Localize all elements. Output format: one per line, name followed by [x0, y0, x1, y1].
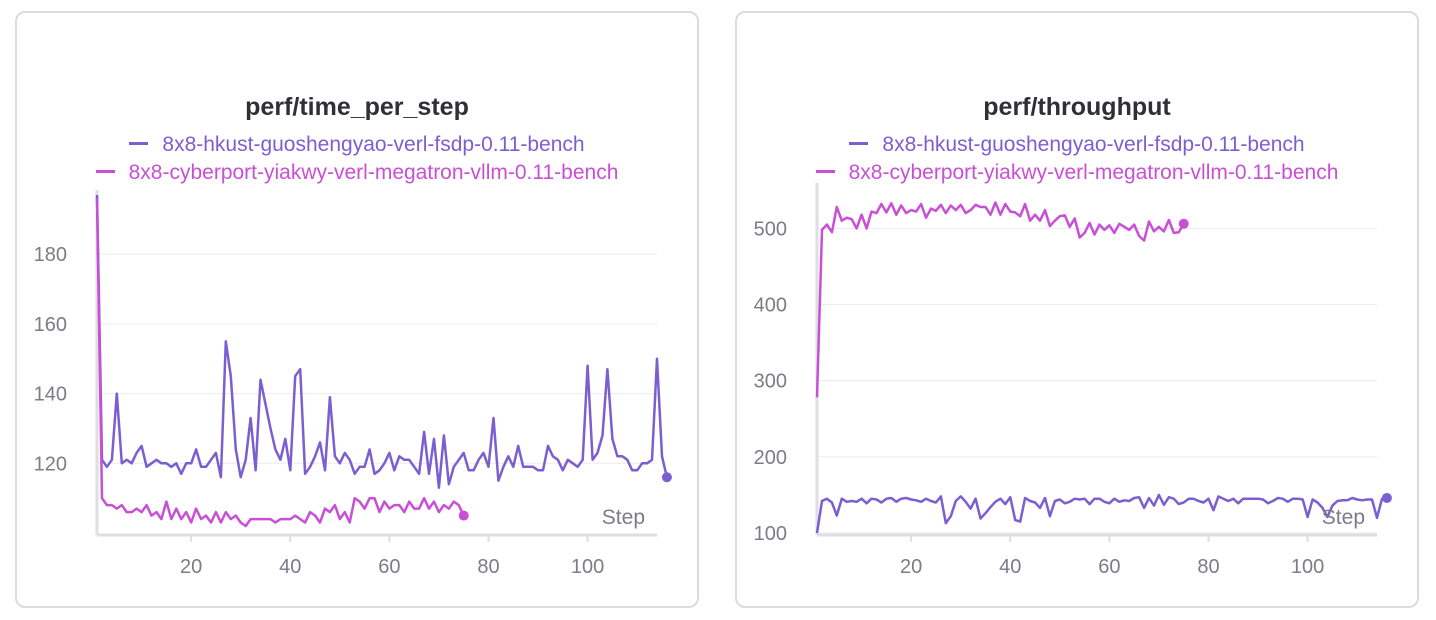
series-end-marker	[661, 472, 672, 483]
x-axis-label: Step	[602, 506, 645, 529]
legend-label-b: 8x8-cyberport-yiakwy-verl-megatron-vllm-…	[848, 161, 1339, 184]
legend-label-a: 8x8-hkust-guoshengyao-verl-fsdp-0.11-ben…	[162, 133, 585, 156]
x-tick-label: 80	[1197, 556, 1219, 578]
y-tick-label: 140	[34, 384, 67, 406]
x-tick-label: 20	[180, 556, 202, 578]
x-tick-label: 40	[999, 556, 1021, 578]
chart-panel-time-per-step: perf/time_per_step 8x8-hkust-guoshengyao…	[15, 11, 699, 608]
legend-item-series-a[interactable]: 8x8-hkust-guoshengyao-verl-fsdp-0.11-ben…	[737, 133, 1417, 157]
series-line-b[interactable]	[815, 201, 1185, 398]
x-tick-label: 80	[477, 556, 499, 578]
legend-swatch-a	[849, 141, 869, 145]
x-tick-label: 100	[1291, 556, 1324, 578]
y-tick-label: 100	[754, 523, 787, 545]
plot-area[interactable]: 100 200 300 400 500 20 40 60 80 100 Step	[737, 13, 1421, 610]
legend-label-b: 8x8-cyberport-yiakwy-verl-megatron-vllm-…	[128, 161, 619, 184]
series-line-a[interactable]	[95, 194, 669, 489]
series-line-b[interactable]	[95, 198, 465, 528]
y-tick-label: 120	[34, 453, 67, 475]
y-tick-label: 180	[34, 244, 67, 266]
y-tick-label: 160	[34, 314, 67, 336]
legend-swatch-a	[129, 141, 149, 145]
x-axis-label: Step	[1322, 506, 1365, 529]
y-tick-label: 200	[754, 447, 787, 469]
series-end-marker	[1178, 218, 1189, 229]
x-tick-label: 40	[279, 556, 301, 578]
series-end-marker	[458, 510, 469, 521]
legend-item-series-a[interactable]: 8x8-hkust-guoshengyao-verl-fsdp-0.11-ben…	[17, 133, 697, 157]
series-line-a[interactable]	[815, 493, 1388, 534]
series-end-marker	[1381, 492, 1392, 503]
legend-label-a: 8x8-hkust-guoshengyao-verl-fsdp-0.11-ben…	[882, 133, 1305, 156]
chart-title: perf/throughput	[983, 93, 1171, 121]
x-tick-label: 60	[378, 556, 400, 578]
legend-swatch-b	[95, 169, 115, 173]
y-tick-label: 300	[754, 371, 787, 393]
x-tick-label: 60	[1098, 556, 1120, 578]
plot-area[interactable]: 120 140 160 180 20 40 60 80 100 Step	[17, 13, 701, 610]
chart-panel-throughput: perf/throughput 8x8-hkust-guoshengyao-ve…	[735, 11, 1419, 608]
x-tick-label: 20	[900, 556, 922, 578]
legend-item-series-b[interactable]: 8x8-cyberport-yiakwy-verl-megatron-vllm-…	[17, 161, 697, 185]
legend-swatch-b	[815, 169, 835, 173]
y-tick-label: 500	[754, 218, 787, 240]
y-tick-label: 400	[754, 295, 787, 317]
x-tick-label: 100	[571, 556, 604, 578]
chart-title: perf/time_per_step	[245, 93, 469, 121]
legend-item-series-b[interactable]: 8x8-cyberport-yiakwy-verl-megatron-vllm-…	[737, 161, 1417, 185]
